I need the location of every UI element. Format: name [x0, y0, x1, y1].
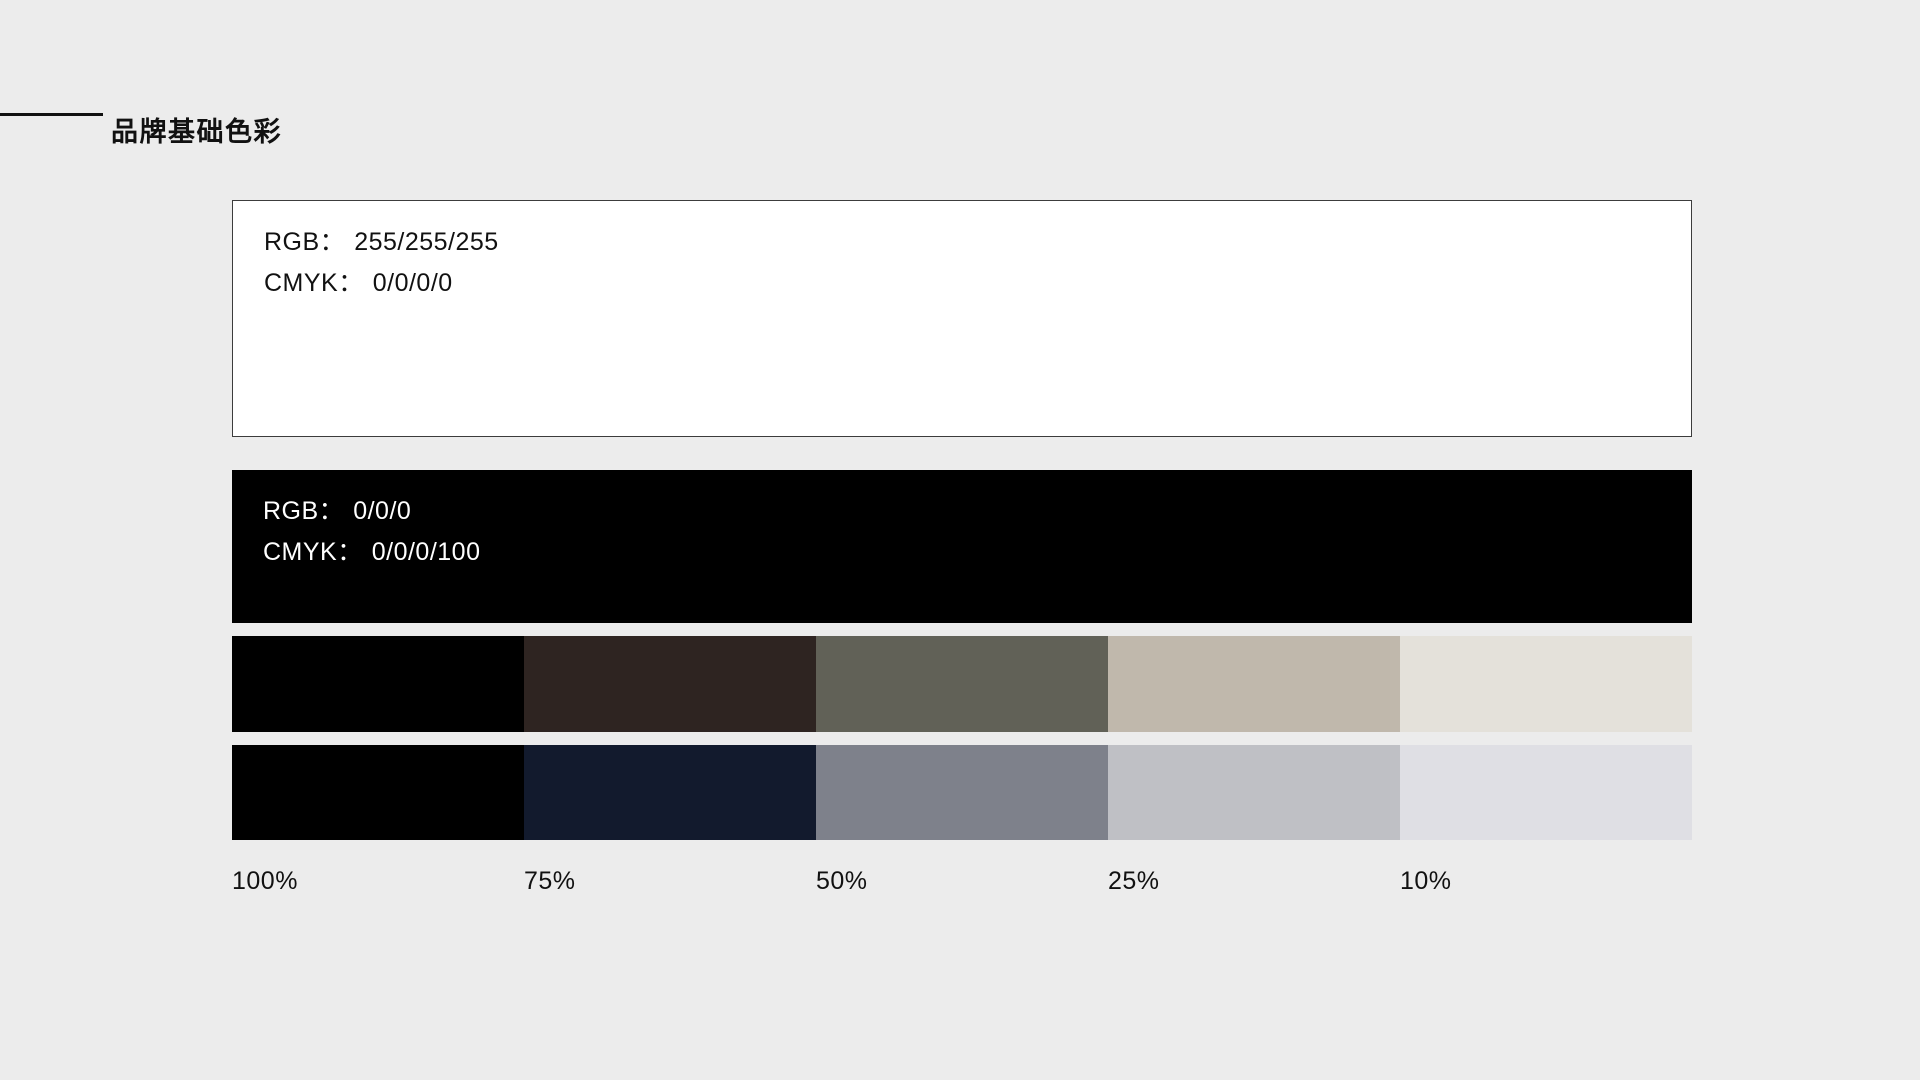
tint-swatch-warm-50	[816, 636, 1108, 732]
cmyk-label: CMYK：	[264, 269, 364, 297]
white-cmyk-line: CMYK： 0/0/0/0	[264, 263, 1691, 304]
tint-percentage-labels: 100% 75% 50% 25% 10%	[232, 866, 1692, 896]
tint-swatch-cool-50	[816, 745, 1108, 840]
tint-label-75: 75%	[524, 867, 576, 895]
cmyk-value: 0/0/0/0	[372, 269, 453, 297]
tint-label-100: 100%	[232, 867, 298, 895]
black-color-card: RGB： 0/0/0 CMYK： 0/0/0/100	[232, 470, 1692, 623]
tint-label-25: 25%	[1108, 867, 1160, 895]
tint-label-cell: 10%	[1400, 866, 1692, 896]
tint-swatch-warm-100	[232, 636, 524, 732]
cmyk-value: 0/0/0/100	[371, 538, 481, 566]
black-rgb-line: RGB： 0/0/0	[263, 491, 1692, 532]
tint-label-10: 10%	[1400, 867, 1452, 895]
tint-swatch-warm-25	[1108, 636, 1400, 732]
tint-swatch-cool-25	[1108, 745, 1400, 840]
tint-label-cell: 100%	[232, 866, 524, 896]
white-rgb-line: RGB： 255/255/255	[264, 222, 1691, 263]
tint-swatch-cool-100	[232, 745, 524, 840]
tint-label-cell: 50%	[816, 866, 1108, 896]
warm-tint-scale-row	[232, 636, 1692, 732]
tint-label-cell: 25%	[1108, 866, 1400, 896]
rgb-label: RGB：	[264, 228, 346, 256]
tint-swatch-cool-75	[524, 745, 816, 840]
white-color-card: RGB： 255/255/255 CMYK： 0/0/0/0	[232, 200, 1692, 437]
tint-swatch-cool-10	[1400, 745, 1692, 840]
tint-swatch-warm-75	[524, 636, 816, 732]
tint-swatch-warm-10	[1400, 636, 1692, 732]
rgb-value: 0/0/0	[353, 497, 412, 525]
black-cmyk-line: CMYK： 0/0/0/100	[263, 532, 1692, 573]
title-rule-line	[0, 113, 103, 116]
page-title: 品牌基础色彩	[111, 117, 282, 148]
cmyk-label: CMYK：	[263, 538, 363, 566]
tint-label-cell: 75%	[524, 866, 816, 896]
cool-tint-scale-row	[232, 745, 1692, 840]
rgb-value: 255/255/255	[354, 228, 499, 256]
tint-label-50: 50%	[816, 867, 868, 895]
rgb-label: RGB：	[263, 497, 345, 525]
